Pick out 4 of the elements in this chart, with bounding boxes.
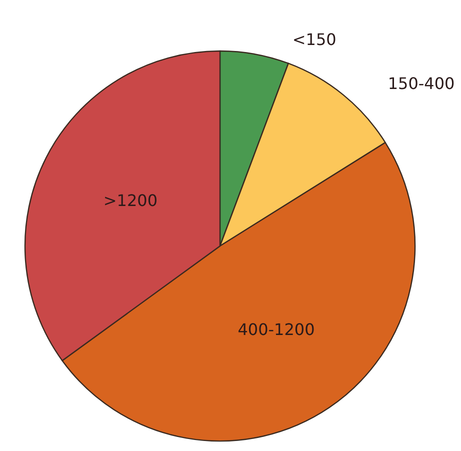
- slice-label: >1200: [103, 190, 158, 210]
- slice-label: 150-400: [388, 74, 455, 93]
- slice-label: <150: [292, 30, 336, 49]
- slice-label: 400-1200: [238, 320, 315, 339]
